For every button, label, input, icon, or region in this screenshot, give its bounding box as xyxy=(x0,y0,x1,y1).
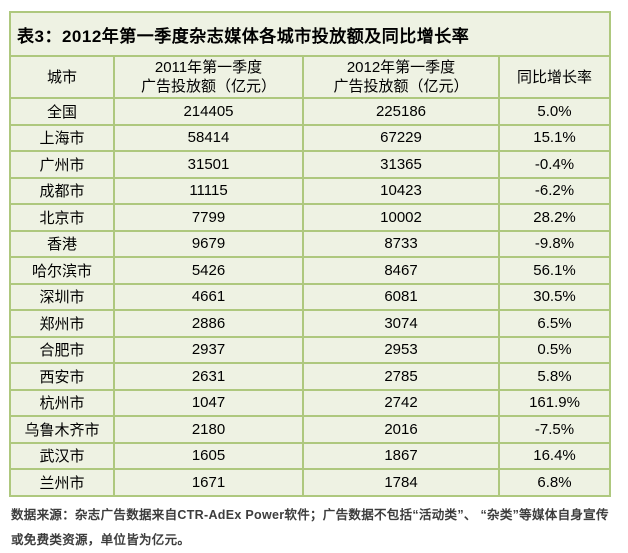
cell-city: 乌鲁木齐市 xyxy=(9,415,115,444)
header-row: 城市 2011年第一季度 广告投放额（亿元） 2012年第一季度 广告投放额（亿… xyxy=(9,55,612,99)
table-row: 上海市 58414 67229 15.1% xyxy=(9,123,612,152)
cell-city: 郑州市 xyxy=(9,309,115,338)
table-row: 深圳市 4661 6081 30.5% xyxy=(9,282,612,311)
cell-y2012: 2016 xyxy=(302,415,500,444)
cell-y2011: 9679 xyxy=(113,229,304,258)
cell-y2011: 2631 xyxy=(113,362,304,391)
cell-growth: -0.4% xyxy=(497,150,612,179)
col-header-2012-line1: 2012年第一季度 xyxy=(346,59,456,76)
cell-y2012: 1867 xyxy=(302,441,500,470)
cell-y2011: 31501 xyxy=(113,150,304,179)
cell-growth: 28.2% xyxy=(497,203,612,232)
col-header-2011: 2011年第一季度 广告投放额（亿元） xyxy=(113,55,304,99)
cell-y2012: 2953 xyxy=(302,335,500,364)
table-row: 全国 214405 225186 5.0% xyxy=(9,97,612,126)
cell-y2012: 67229 xyxy=(302,123,500,152)
table-row: 西安市 2631 2785 5.8% xyxy=(9,362,612,391)
cell-city: 全国 xyxy=(9,97,115,126)
cell-y2011: 11115 xyxy=(113,176,304,205)
cell-y2012: 225186 xyxy=(302,97,500,126)
cell-y2011: 2886 xyxy=(113,309,304,338)
cell-y2011: 7799 xyxy=(113,203,304,232)
cell-y2011: 1605 xyxy=(113,441,304,470)
table-title: 表3：2012年第一季度杂志媒体各城市投放额及同比增长率 xyxy=(8,11,612,57)
cell-city: 兰州市 xyxy=(9,468,115,497)
cell-city: 合肥市 xyxy=(9,335,115,364)
cell-y2012: 8733 xyxy=(302,229,500,258)
cell-growth: 16.4% xyxy=(497,441,612,470)
cell-y2012: 10423 xyxy=(302,176,500,205)
cell-y2012: 6081 xyxy=(302,282,500,311)
cell-y2011: 2180 xyxy=(113,415,304,444)
cell-y2011: 5426 xyxy=(113,256,304,285)
cell-city: 杭州市 xyxy=(9,388,115,417)
cell-city: 成都市 xyxy=(9,176,115,205)
cell-growth: 6.8% xyxy=(497,468,612,497)
source-note-line1: 数据来源：杂志广告数据来自CTR-AdEx Power软件；广告数据不包括“活动… xyxy=(11,507,609,522)
cell-y2011: 4661 xyxy=(113,282,304,311)
cell-y2012: 2742 xyxy=(302,388,500,417)
table-row: 兰州市 1671 1784 6.8% xyxy=(9,468,612,497)
cell-city: 北京市 xyxy=(9,203,115,232)
table-row: 合肥市 2937 2953 0.5% xyxy=(9,335,612,364)
col-header-growth: 同比增长率 xyxy=(497,55,612,99)
table-row: 郑州市 2886 3074 6.5% xyxy=(9,309,612,338)
cell-city: 广州市 xyxy=(9,150,115,179)
cell-y2011: 1671 xyxy=(113,468,304,497)
cell-growth: -9.8% xyxy=(497,229,612,258)
table-row: 北京市 7799 10002 28.2% xyxy=(9,203,612,232)
col-header-growth-label: 同比增长率 xyxy=(517,68,593,86)
title-row: 表3：2012年第一季度杂志媒体各城市投放额及同比增长率 xyxy=(8,11,612,57)
cell-growth: -7.5% xyxy=(497,415,612,444)
source-note: 数据来源：杂志广告数据来自CTR-AdEx Power软件；广告数据不包括“活动… xyxy=(9,503,619,553)
cell-growth: 161.9% xyxy=(497,388,612,417)
col-header-2011-line1: 2011年第一季度 xyxy=(154,59,263,76)
cell-city: 武汉市 xyxy=(9,441,115,470)
table-row: 乌鲁木齐市 2180 2016 -7.5% xyxy=(9,415,612,444)
col-header-2011-line2: 广告投放额（亿元） xyxy=(140,78,276,95)
col-header-2012-line2: 广告投放额（亿元） xyxy=(333,78,469,95)
table-body: 全国 214405 225186 5.0% 上海市 58414 67229 15.1% 广州市 3… xyxy=(9,97,612,497)
cell-city: 哈尔滨市 xyxy=(9,256,115,285)
cell-y2012: 31365 xyxy=(302,150,500,179)
ad-spend-table: 表3：2012年第一季度杂志媒体各城市投放额及同比增长率 城市 2011年第一季… xyxy=(8,11,612,497)
cell-y2011: 214405 xyxy=(113,97,304,126)
cell-growth: 5.8% xyxy=(497,362,612,391)
cell-growth: 5.0% xyxy=(497,97,612,126)
col-header-city: 城市 xyxy=(9,55,115,99)
cell-y2011: 1047 xyxy=(113,388,304,417)
table-row: 杭州市 1047 2742 161.9% xyxy=(9,388,612,417)
cell-y2012: 8467 xyxy=(302,256,500,285)
cell-city: 香港 xyxy=(9,229,115,258)
source-note-line2: 或免费类资源，单位皆为亿元。 xyxy=(11,532,191,547)
cell-city: 上海市 xyxy=(9,123,115,152)
table-row: 武汉市 1605 1867 16.4% xyxy=(9,441,612,470)
cell-y2011: 58414 xyxy=(113,123,304,152)
col-header-2012: 2012年第一季度 广告投放额（亿元） xyxy=(302,55,500,99)
cell-y2011: 2937 xyxy=(113,335,304,364)
cell-growth: 15.1% xyxy=(497,123,612,152)
cell-growth: 56.1% xyxy=(497,256,612,285)
cell-y2012: 3074 xyxy=(302,309,500,338)
cell-y2012: 2785 xyxy=(302,362,500,391)
table-row: 广州市 31501 31365 -0.4% xyxy=(9,150,612,179)
cell-y2012: 10002 xyxy=(302,203,500,232)
table-row: 哈尔滨市 5426 8467 56.1% xyxy=(9,256,612,285)
cell-city: 深圳市 xyxy=(9,282,115,311)
cell-growth: 30.5% xyxy=(497,282,612,311)
cell-y2012: 1784 xyxy=(302,468,500,497)
cell-city: 西安市 xyxy=(9,362,115,391)
col-header-city-label: 城市 xyxy=(46,68,77,86)
cell-growth: 6.5% xyxy=(497,309,612,338)
table-row: 香港 9679 8733 -9.8% xyxy=(9,229,612,258)
cell-growth: -6.2% xyxy=(497,176,612,205)
cell-growth: 0.5% xyxy=(497,335,612,364)
table-row: 成都市 11115 10423 -6.2% xyxy=(9,176,612,205)
